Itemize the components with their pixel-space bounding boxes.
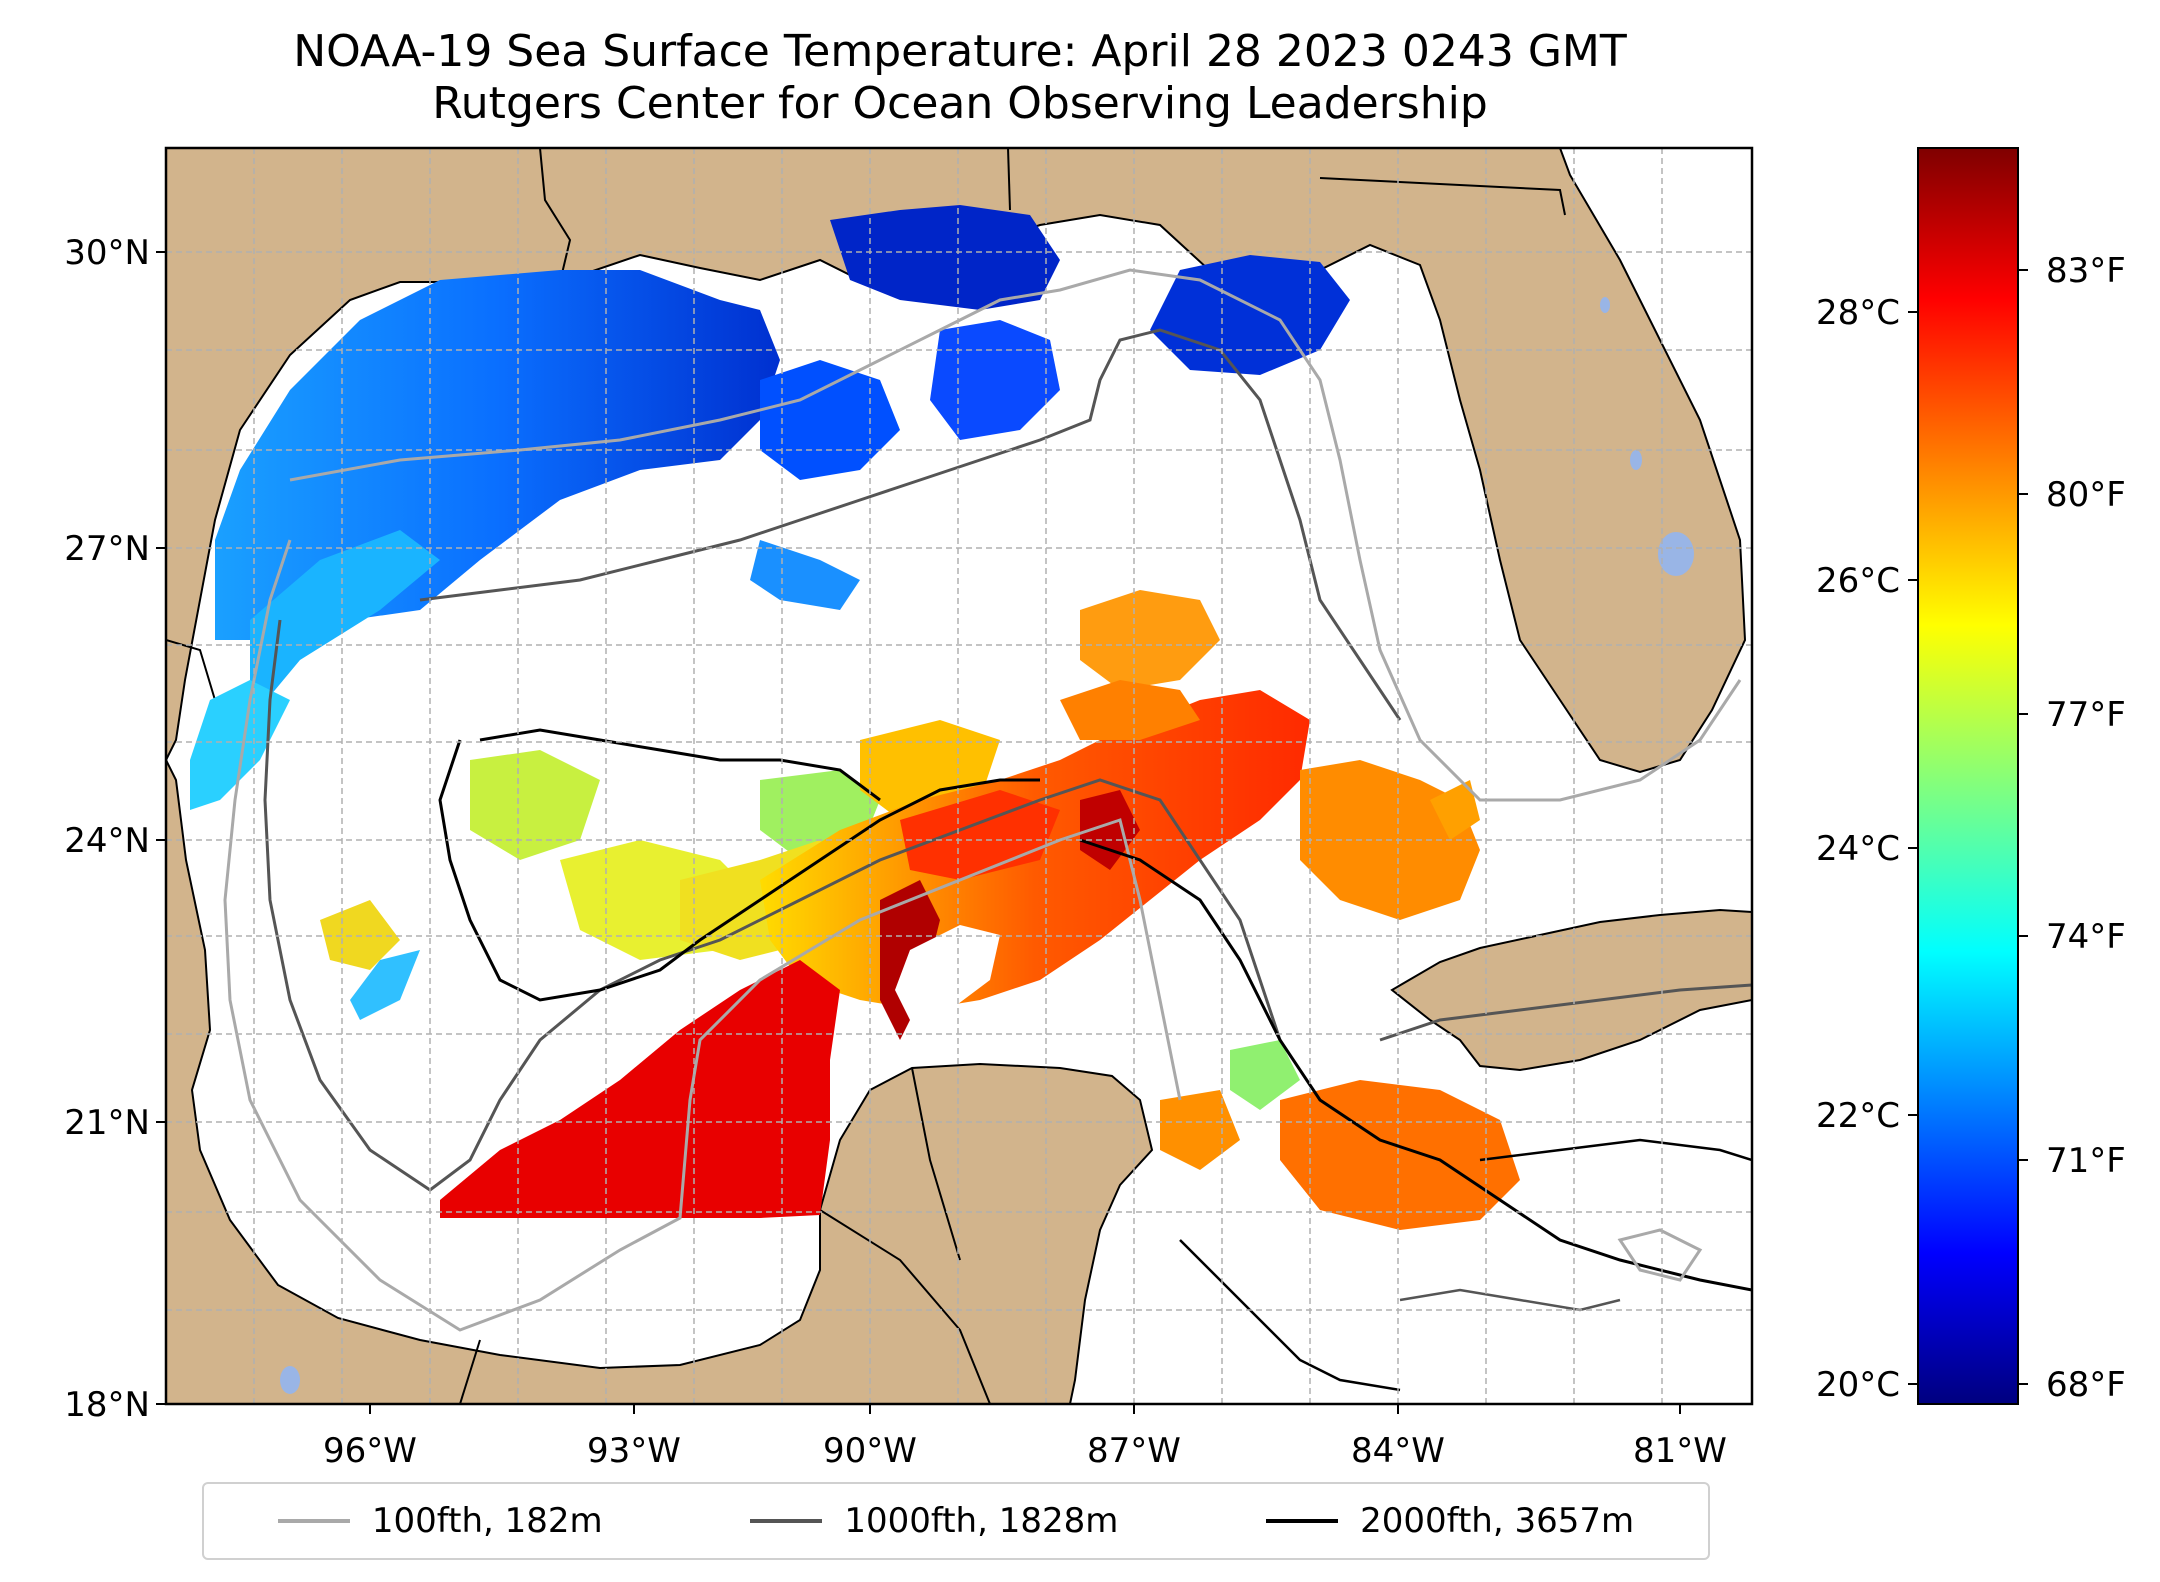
lake: [1630, 450, 1642, 470]
land-mexico: [166, 759, 1154, 1404]
lon-tick-marks: [369, 1404, 1681, 1414]
colorbar-c-22: 22°C: [1816, 1096, 1900, 1136]
lat-label-30n: 30°N: [64, 233, 150, 273]
legend-line-100fth: [277, 1519, 350, 1523]
lat-label-18n: 18°N: [64, 1385, 150, 1425]
lake: [280, 1366, 300, 1394]
legend-label-100fth: 100fth, 182m: [371, 1501, 603, 1541]
lon-label-90w: 90°W: [823, 1431, 917, 1471]
colorbar-f-71: 71°F: [2046, 1141, 2126, 1181]
colorbar-f-83: 83°F: [2046, 251, 2126, 291]
colorbar-tick-marks: [1908, 269, 2028, 1385]
colorbar: [1917, 147, 2019, 1405]
colorbar-f-74: 74°F: [2046, 917, 2126, 957]
colorbar-f-77: 77°F: [2046, 695, 2126, 735]
lat-label-24n: 24°N: [64, 821, 150, 861]
lake-okeechobee: [1658, 532, 1694, 576]
colorbar-c-20: 20°C: [1816, 1365, 1900, 1405]
lat-label-27n: 27°N: [64, 529, 150, 569]
map-frame: [164, 146, 1754, 1406]
legend-label-1000fth: 1000fth, 1828m: [844, 1501, 1119, 1541]
lon-label-84w: 84°W: [1351, 1431, 1445, 1471]
gridlines: [166, 148, 1752, 1404]
lon-label-81w: 81°W: [1633, 1431, 1727, 1471]
colorbar-f-68: 68°F: [2046, 1365, 2126, 1405]
colorbar-c-26: 26°C: [1816, 561, 1900, 601]
map-title: NOAA-19 Sea Surface Temperature: April 2…: [293, 26, 1627, 77]
lat-label-21n: 21°N: [64, 1103, 150, 1143]
legend-item-1000fth: 1000fth, 1828m: [750, 1501, 1118, 1541]
legend-line-2000fth: [1266, 1519, 1339, 1523]
borders: [166, 148, 1566, 1404]
legend-item-2000fth: 2000fth, 3657m: [1266, 1501, 1634, 1541]
colorbar-c-28: 28°C: [1816, 293, 1900, 333]
lon-label-87w: 87°W: [1087, 1431, 1181, 1471]
colorbar-c-24: 24°C: [1816, 829, 1900, 869]
lon-label-93w: 93°W: [587, 1431, 681, 1471]
depth-contours: [223, 268, 1752, 1392]
lat-tick-marks: [156, 251, 166, 1405]
legend-item-100fth: 100fth, 182m: [277, 1501, 603, 1541]
land-us-gulf-coast: [166, 148, 1747, 774]
contour-legend: 100fth, 182m 1000fth, 1828m 2000fth, 365…: [202, 1482, 1710, 1560]
legend-line-1000fth: [750, 1519, 823, 1523]
lon-label-96w: 96°W: [323, 1431, 417, 1471]
colorbar-f-80: 80°F: [2046, 475, 2126, 515]
legend-label-2000fth: 2000fth, 3657m: [1360, 1501, 1635, 1541]
lake: [1600, 297, 1610, 313]
map-subtitle: Rutgers Center for Ocean Observing Leade…: [432, 78, 1488, 129]
